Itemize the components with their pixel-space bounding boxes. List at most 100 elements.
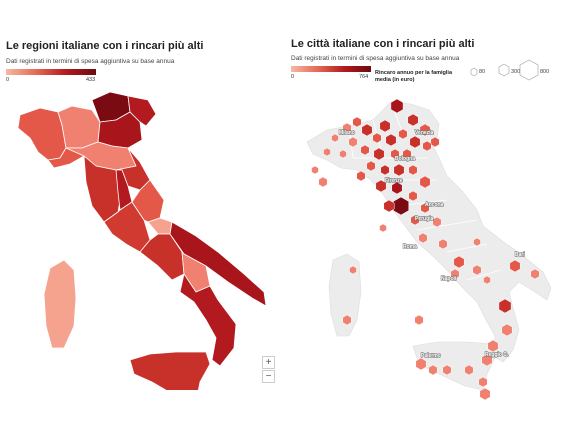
city-hexagon[interactable]: [408, 164, 418, 176]
size-legend-large-hex: [519, 59, 539, 81]
size-legend-small-hex: [470, 67, 478, 77]
city-hexagon[interactable]: [379, 119, 391, 133]
city-label-venezia: Venezia: [415, 130, 434, 136]
city-hexagon[interactable]: [392, 196, 410, 216]
regions-color-scale: [6, 69, 96, 75]
city-hexagon[interactable]: [375, 179, 387, 193]
city-hexagon[interactable]: [432, 216, 442, 228]
region-calabria: [179, 273, 237, 367]
city-label-reggio-c-: Reggio C.: [485, 352, 509, 358]
city-label-palermo: Palermo: [421, 353, 441, 359]
city-label-ancona: Ancona: [425, 202, 444, 208]
city-hexagon[interactable]: [509, 259, 521, 273]
city-hexagon[interactable]: [380, 164, 390, 176]
city-hexagon[interactable]: [428, 364, 438, 376]
city-hexagon[interactable]: [420, 202, 430, 214]
city-hexagon[interactable]: [410, 214, 420, 226]
city-hexagon[interactable]: [430, 136, 440, 148]
city-label-milano: Milano: [339, 130, 355, 136]
city-hexagon[interactable]: [331, 133, 339, 143]
city-hexagon[interactable]: [478, 376, 488, 388]
zoom-out-button[interactable]: −: [262, 370, 275, 383]
cities-map-subtitle: Dati registrati in termini di spesa aggi…: [291, 55, 460, 62]
city-hexagon[interactable]: [419, 123, 431, 137]
size-legend-medium-hex: [498, 63, 510, 77]
region-lazio: [103, 201, 151, 253]
city-hexagon[interactable]: [342, 122, 352, 134]
city-hexagon[interactable]: [419, 175, 431, 189]
city-label-roma: Roma: [403, 244, 417, 250]
city-hexagon[interactable]: [398, 128, 408, 140]
city-hexagon[interactable]: [361, 123, 373, 137]
cities-scale-max: 764: [359, 74, 369, 80]
city-hexagon[interactable]: [408, 190, 418, 202]
city-label-perugia: Perugia: [415, 216, 434, 222]
regions-map-title: Le regioni italiane con i rincari più al…: [6, 40, 204, 52]
city-hexagon[interactable]: [422, 140, 432, 152]
city-hexagon[interactable]: [383, 199, 395, 213]
city-hexagon[interactable]: [311, 165, 319, 175]
city-hexagon[interactable]: [487, 339, 499, 353]
land-sardinia: [328, 253, 362, 337]
city-hexagon[interactable]: [323, 147, 331, 157]
city-hexagon[interactable]: [473, 237, 481, 247]
city-hexagon[interactable]: [391, 181, 403, 195]
city-hexagon[interactable]: [348, 136, 358, 148]
cities-map[interactable]: Milano Venezia Bologna Firenze Ancona Perugia…: [287, 30, 572, 400]
city-hexagon[interactable]: [483, 275, 491, 285]
city-hexagon[interactable]: [339, 149, 347, 159]
city-hexagon[interactable]: [450, 268, 460, 280]
city-hexagon[interactable]: [385, 133, 397, 147]
city-hexagon[interactable]: [453, 255, 465, 269]
city-label-bari: Bari: [515, 252, 525, 258]
city-hexagon[interactable]: [418, 232, 428, 244]
size-legend-title: Rincaro annuo per la famiglia media (in …: [375, 70, 453, 83]
city-hexagon[interactable]: [393, 163, 405, 177]
city-label-bologna: Bologna: [395, 156, 415, 162]
city-hexagon[interactable]: [414, 314, 424, 326]
city-hexagon[interactable]: [479, 387, 491, 400]
city-hexagon[interactable]: [501, 323, 513, 337]
size-legend-large-label: 800: [540, 69, 550, 75]
cities-color-scale: [291, 66, 371, 72]
city-hexagon[interactable]: [318, 176, 328, 188]
city-hexagon[interactable]: [407, 113, 419, 127]
city-hexagon[interactable]: [360, 144, 370, 156]
size-legend: [470, 59, 539, 81]
region-friuli: [127, 95, 157, 127]
region-molise: [147, 217, 173, 235]
region-puglia: [169, 221, 267, 307]
cities-map-panel: Le città italiane con i rincari più alti…: [287, 30, 572, 400]
city-hexagon[interactable]: [472, 264, 482, 276]
size-legend-medium-label: 300: [511, 69, 521, 75]
city-hexagon[interactable]: [442, 364, 452, 376]
regions-scale-max: 433: [86, 77, 96, 83]
city-hexagon[interactable]: [481, 353, 493, 367]
city-label-napoli: Napoli: [441, 276, 457, 282]
regions-scale-min: 0: [6, 77, 10, 83]
city-hexagon[interactable]: [464, 364, 474, 376]
region-sicilia: [129, 351, 211, 390]
city-hexagon[interactable]: [498, 298, 512, 314]
city-hexagon[interactable]: [390, 148, 400, 160]
regions-map-subtitle: Dati registrati in termini di spesa aggi…: [6, 58, 175, 65]
zoom-in-button[interactable]: +: [262, 356, 275, 369]
city-hexagon[interactable]: [530, 268, 540, 280]
city-hexagon[interactable]: [415, 357, 427, 371]
city-hexagon[interactable]: [390, 98, 404, 114]
city-hexagon[interactable]: [356, 170, 366, 182]
city-hexagon[interactable]: [373, 147, 385, 161]
city-hexagon[interactable]: [372, 132, 382, 144]
city-hexagon[interactable]: [352, 116, 362, 128]
regions-map[interactable]: [0, 30, 278, 390]
cities-scale-min: 0: [291, 74, 295, 80]
region-sardegna: [43, 259, 77, 349]
city-hexagon[interactable]: [402, 148, 412, 160]
city-hexagon[interactable]: [342, 314, 352, 326]
city-hexagon[interactable]: [409, 135, 421, 149]
city-hexagon[interactable]: [349, 265, 357, 275]
city-label-firenze: Firenze: [385, 178, 403, 184]
city-hexagon[interactable]: [366, 160, 376, 172]
city-hexagon[interactable]: [379, 223, 387, 233]
city-hexagon[interactable]: [438, 238, 448, 250]
